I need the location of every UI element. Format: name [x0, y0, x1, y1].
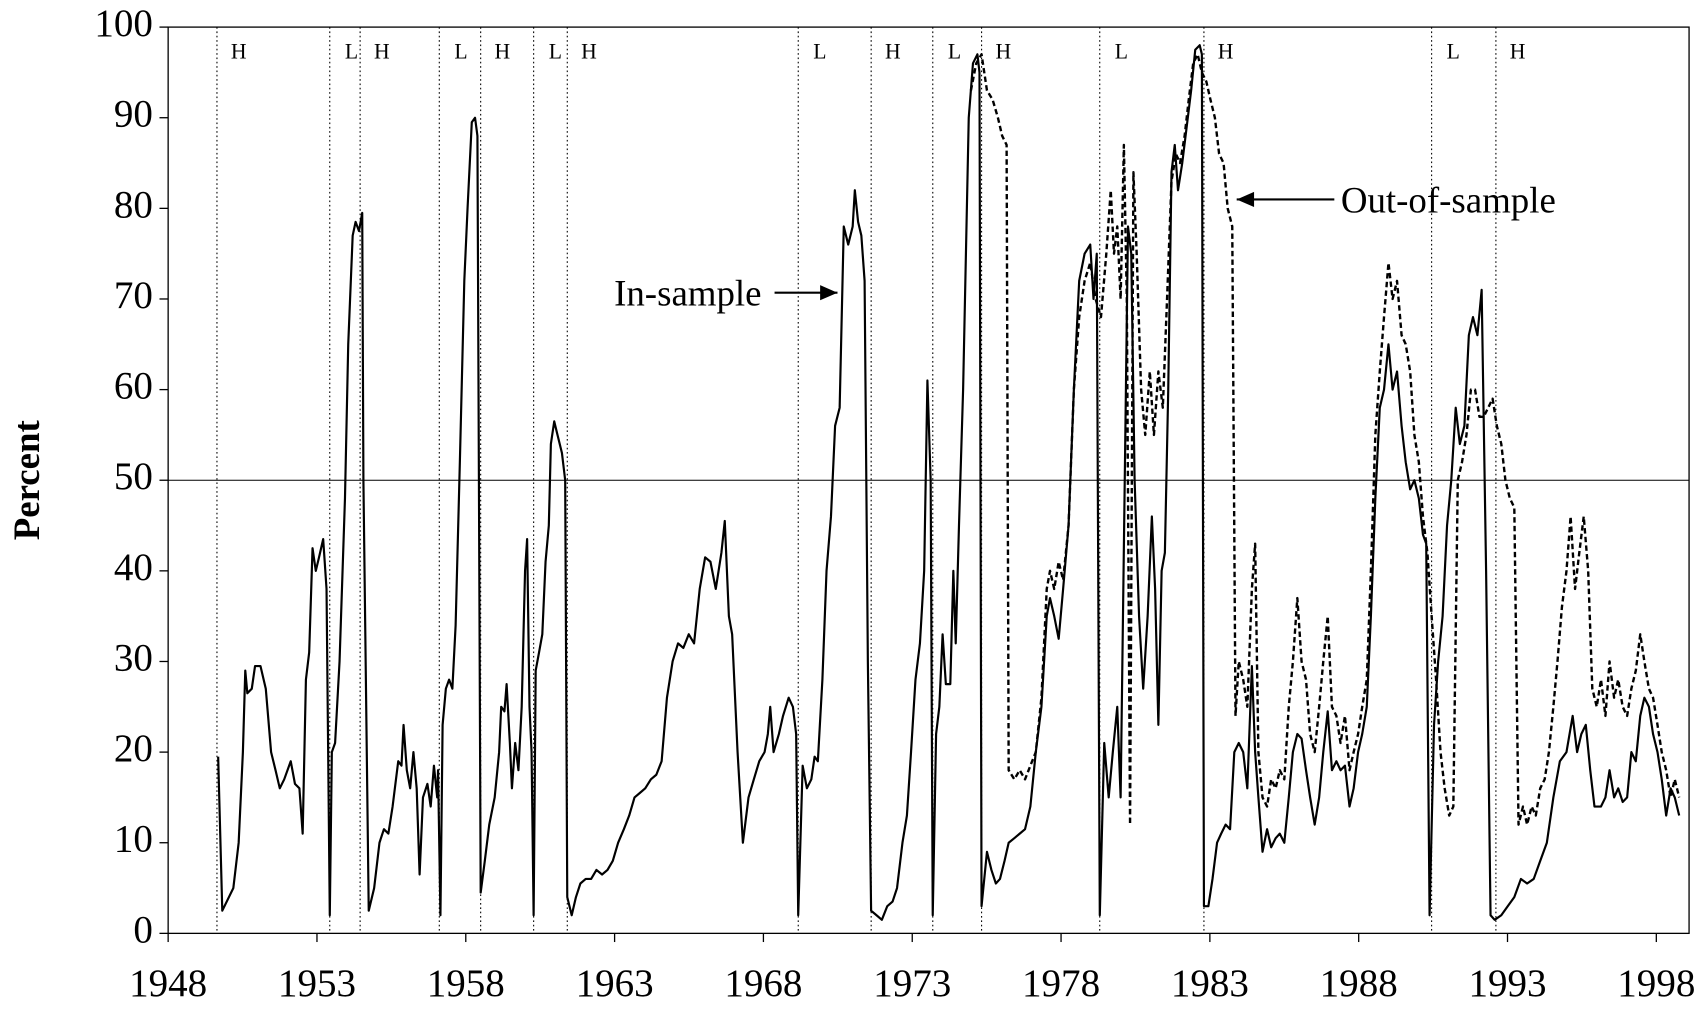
- y-tick-label: 50: [114, 455, 153, 498]
- x-tick-label: 1958: [427, 962, 505, 1005]
- y-tick-label: 10: [114, 818, 153, 861]
- x-tick-label: 1988: [1320, 962, 1398, 1005]
- annotation-arrowhead: [820, 285, 838, 301]
- y-tick-label: 20: [114, 727, 153, 770]
- regime-label: H: [995, 40, 1011, 64]
- y-tick-label: 100: [94, 2, 153, 45]
- regime-label: H: [885, 40, 901, 64]
- x-tick-label: 1948: [129, 962, 207, 1005]
- regime-label: L: [454, 40, 467, 64]
- x-tick-label: 1963: [576, 962, 654, 1005]
- x-tick-label: 1973: [873, 962, 951, 1005]
- x-tick-label: 1983: [1171, 962, 1249, 1005]
- regime-label: L: [345, 40, 358, 64]
- annotation-label: In-sample: [614, 273, 761, 314]
- x-tick-label: 1978: [1022, 962, 1100, 1005]
- regime-label: H: [374, 40, 390, 64]
- y-tick-label: 30: [114, 636, 153, 679]
- y-tick-label: 80: [114, 183, 153, 226]
- regime-label: H: [1510, 40, 1526, 64]
- regime-label: L: [948, 40, 961, 64]
- x-tick-label: 1993: [1468, 962, 1546, 1005]
- annotation-label: Out-of-sample: [1341, 179, 1556, 220]
- regime-label: H: [1218, 40, 1234, 64]
- y-axis-label: Percent: [6, 420, 47, 541]
- y-tick-label: 40: [114, 546, 153, 589]
- series-line: [217, 44, 1681, 921]
- regime-label: H: [231, 40, 247, 64]
- y-tick-label: 70: [114, 274, 153, 317]
- y-tick-label: 90: [114, 93, 153, 136]
- y-tick-label: 0: [133, 908, 153, 951]
- y-tick-label: 60: [114, 365, 153, 408]
- regime-label: H: [581, 40, 597, 64]
- x-tick-label: 1953: [278, 962, 356, 1005]
- regime-label: H: [495, 40, 511, 64]
- x-tick-label: 1968: [724, 962, 802, 1005]
- regime-label: L: [813, 40, 826, 64]
- regime-label: L: [1115, 40, 1128, 64]
- regime-label: L: [1447, 40, 1460, 64]
- annotation-arrowhead: [1236, 191, 1255, 208]
- regime-label: L: [549, 40, 562, 64]
- series-line: [969, 53, 1681, 826]
- x-tick-label: 1998: [1617, 962, 1695, 1005]
